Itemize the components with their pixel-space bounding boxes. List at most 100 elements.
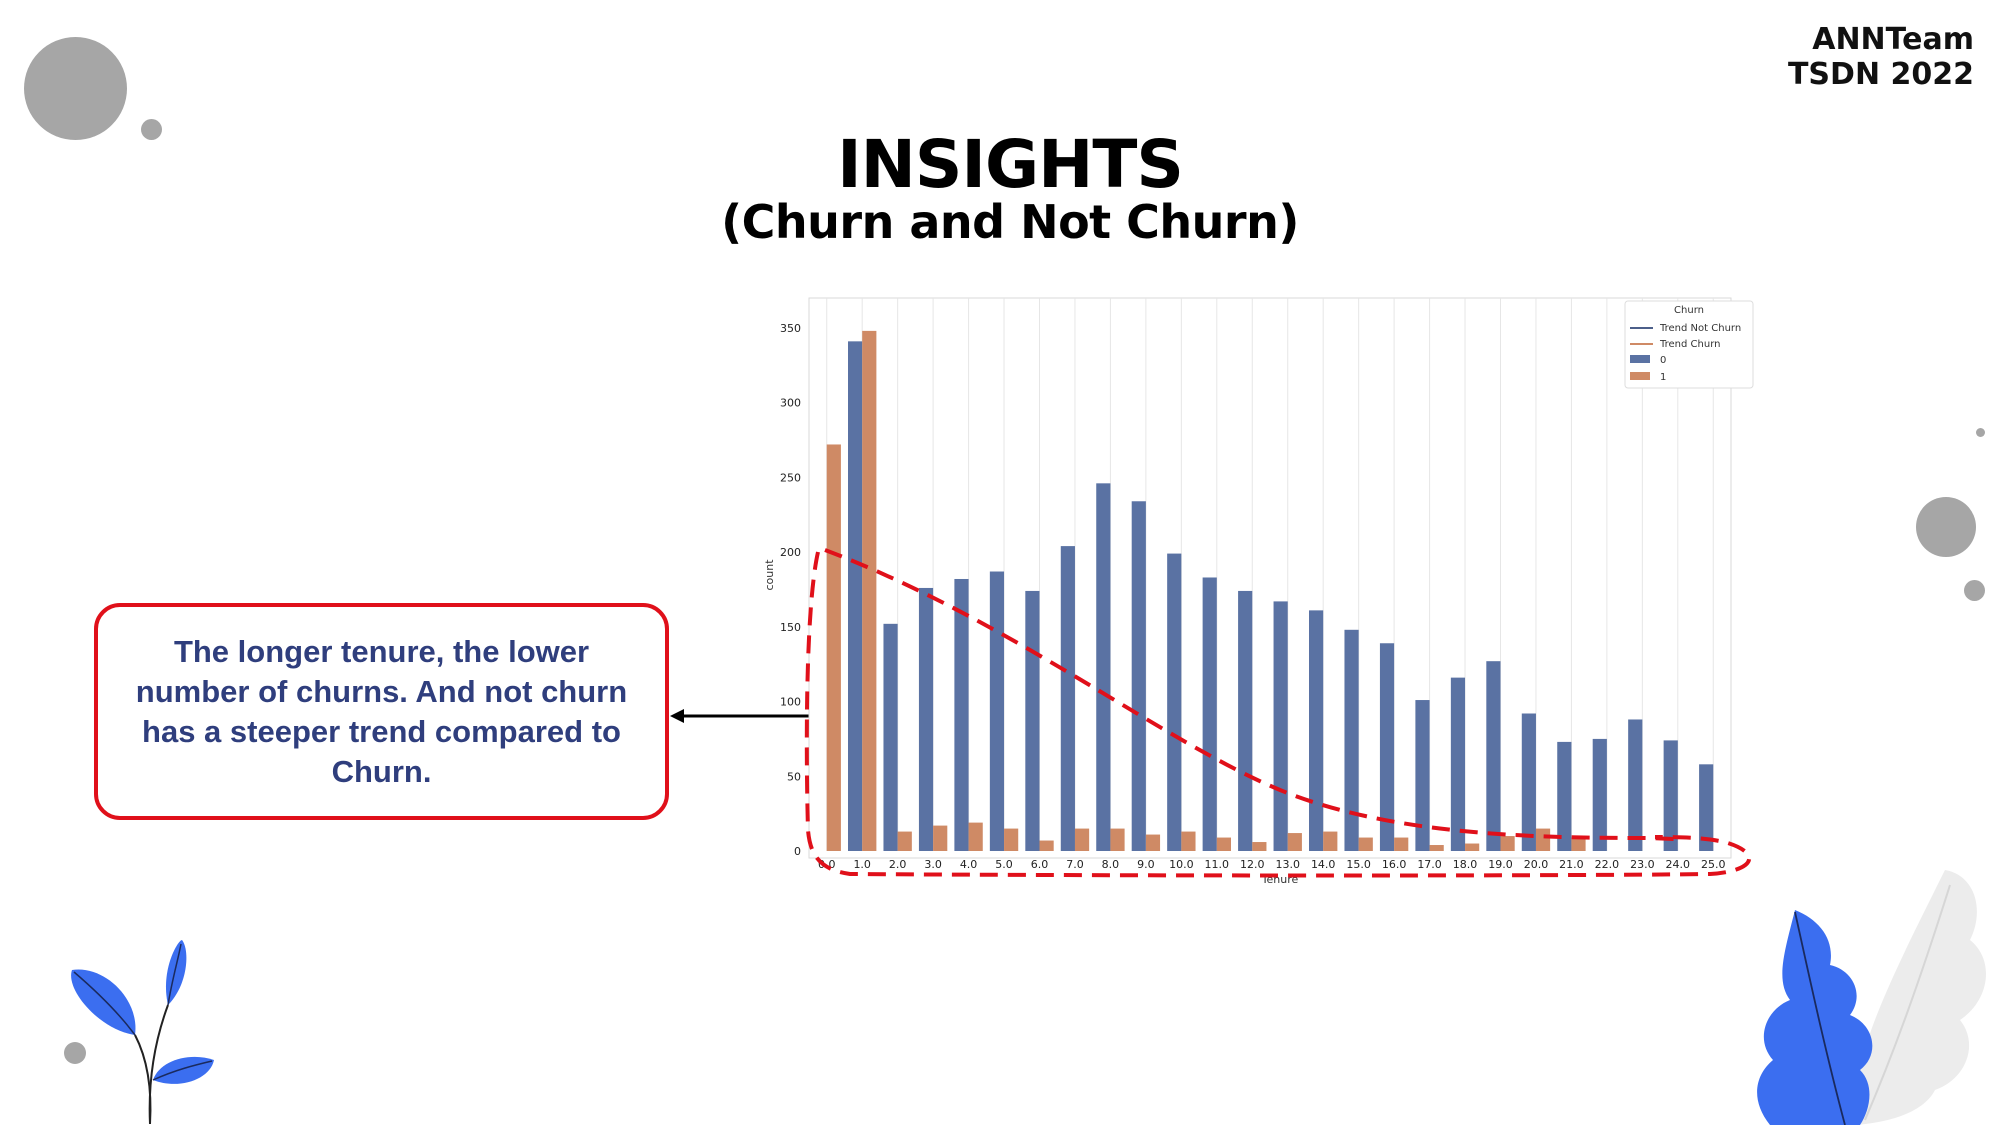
- y-tick-labels: 0 50 100 150 200 250 300 350: [780, 322, 801, 858]
- y-tick-label: 50: [787, 770, 801, 783]
- x-tick-label: 1.0: [853, 858, 871, 871]
- x-tick-label: 2.0: [889, 858, 907, 871]
- bar-series-1: [1571, 837, 1586, 851]
- legend-entry-1: 1: [1660, 372, 1666, 383]
- team-name: ANNTeam: [1812, 22, 1974, 57]
- decor-circle-right-large: [1916, 497, 1976, 557]
- bar-series-0: [848, 341, 863, 851]
- x-tick-label: 15.0: [1346, 858, 1371, 871]
- bar-series-1: [933, 825, 948, 851]
- team-label: ANNTeam TSDN 2022: [1788, 22, 1974, 92]
- bar-series-0: [1521, 713, 1536, 851]
- legend-entry-trend-not-churn: Trend Not Churn: [1659, 323, 1741, 334]
- bar-series-1: [1465, 843, 1480, 851]
- page-subtitle: (Churn and Not Churn): [721, 195, 1299, 249]
- bar-series-1: [1074, 828, 1090, 851]
- decor-circle-bottom-left: [64, 1042, 86, 1064]
- x-tick-label: 18.0: [1453, 858, 1478, 871]
- bar-series-1: [1039, 840, 1054, 851]
- x-tick-label: 22.0: [1595, 858, 1620, 871]
- bar-series-1: [1110, 828, 1125, 851]
- bar-series-0: [1663, 740, 1678, 851]
- x-tick-label: 4.0: [960, 858, 978, 871]
- leaf-plant-left-icon: [71, 940, 214, 1125]
- x-tick-label: 24.0: [1666, 858, 1691, 871]
- x-tick-label: 19.0: [1488, 858, 1513, 871]
- x-tick-label: 25.0: [1701, 858, 1726, 871]
- decor-circle-right-small: [1964, 580, 1985, 601]
- arrow-left-icon: [670, 709, 810, 723]
- bar-series-1: [1252, 842, 1267, 851]
- decor-circle-small: [141, 119, 162, 140]
- bar-series-0: [1025, 590, 1040, 851]
- bar-series-0: [1344, 629, 1359, 851]
- page-title: INSIGHTS: [837, 126, 1184, 203]
- decor-circle-right-tiny: [1976, 428, 1985, 437]
- bar-series-1: [968, 822, 983, 851]
- legend-entry-trend-churn: Trend Churn: [1659, 339, 1720, 350]
- y-tick-label: 0: [794, 845, 801, 858]
- x-tick-label: 3.0: [924, 858, 942, 871]
- bar-series-1: [862, 330, 877, 851]
- bar-series-1: [1181, 831, 1196, 851]
- bar-series-0: [883, 623, 898, 851]
- bar-series-1: [826, 444, 841, 851]
- x-axis-annotation-ellipse: [804, 551, 1752, 878]
- plot-area: [808, 297, 1732, 859]
- x-tick-label: 14.0: [1311, 858, 1336, 871]
- y-tick-label: 100: [780, 696, 801, 709]
- bar-series-0: [1557, 741, 1572, 851]
- bar-series-1: [1429, 845, 1444, 851]
- x-tick-label: 6.0: [1031, 858, 1049, 871]
- x-tick-label: 13.0: [1275, 858, 1300, 871]
- bar-series-0: [1167, 553, 1182, 851]
- y-tick-label: 250: [780, 471, 801, 484]
- y-tick-label: 150: [780, 621, 801, 634]
- x-tick-label: 5.0: [995, 858, 1013, 871]
- bar-series-0: [1450, 677, 1466, 851]
- bar-series-0: [1060, 546, 1075, 851]
- bar-series-0: [1273, 601, 1288, 851]
- bar-series-1: [1216, 837, 1231, 851]
- bars: [826, 330, 1714, 851]
- y-tick-label: 200: [780, 546, 801, 559]
- legend-entry-0: 0: [1660, 355, 1666, 366]
- bar-series-1: [1500, 836, 1515, 851]
- y-tick-label: 350: [780, 322, 801, 335]
- x-tick-label: 17.0: [1417, 858, 1442, 871]
- bar-series-0: [954, 578, 969, 851]
- x-tick-labels: 0.0 1.0 2.0 3.0 4.0 5.0 6.0 7.0 8.0 9.0 10.0 11.0 12…: [818, 858, 1726, 871]
- bar-series-0: [1699, 764, 1714, 851]
- bar-series-0: [989, 571, 1005, 851]
- bar-series-1: [897, 831, 912, 851]
- legend-title: Churn: [1674, 305, 1704, 316]
- tenure-churn-bar-chart: 0.0 1.0 2.0 3.0 4.0 5.0 6.0 7.0 8.0 9.0 10.0 11.0 12…: [763, 297, 1754, 886]
- x-tick-label: 10.0: [1169, 858, 1194, 871]
- event-name: TSDN 2022: [1787, 57, 1974, 92]
- bar-series-0: [1131, 501, 1146, 851]
- leaf-plant-right-icon: [1757, 870, 1987, 1125]
- x-tick-label: 20.0: [1524, 858, 1549, 871]
- bar-series-1: [1323, 831, 1338, 851]
- x-tick-label: 21.0: [1559, 858, 1584, 871]
- bar-series-0: [1309, 610, 1324, 851]
- bar-series-1: [1358, 837, 1373, 851]
- bar-series-0: [1379, 643, 1395, 851]
- x-tick-label: 23.0: [1630, 858, 1655, 871]
- insight-callout-box: The longer tenure, the lower number of c…: [94, 603, 669, 820]
- chart-legend: Churn Trend Not Churn Trend Churn 0 1: [1624, 300, 1754, 389]
- bar-series-1: [1287, 833, 1302, 851]
- x-tick-label: 7.0: [1066, 858, 1084, 871]
- trend-annotation-curve: [824, 548, 1676, 841]
- y-tick-label: 300: [780, 397, 801, 410]
- insight-callout-text: The longer tenure, the lower number of c…: [135, 633, 628, 789]
- bar-series-0: [1415, 700, 1430, 851]
- x-tick-label: 12.0: [1240, 858, 1265, 871]
- bar-series-0: [918, 587, 934, 851]
- x-tick-label: 16.0: [1382, 858, 1407, 871]
- bar-series-1: [1535, 828, 1551, 851]
- x-tick-label: 11.0: [1205, 858, 1230, 871]
- bar-series-0: [1238, 590, 1253, 851]
- bar-series-1: [1394, 837, 1409, 851]
- decor-circle-large: [24, 37, 127, 140]
